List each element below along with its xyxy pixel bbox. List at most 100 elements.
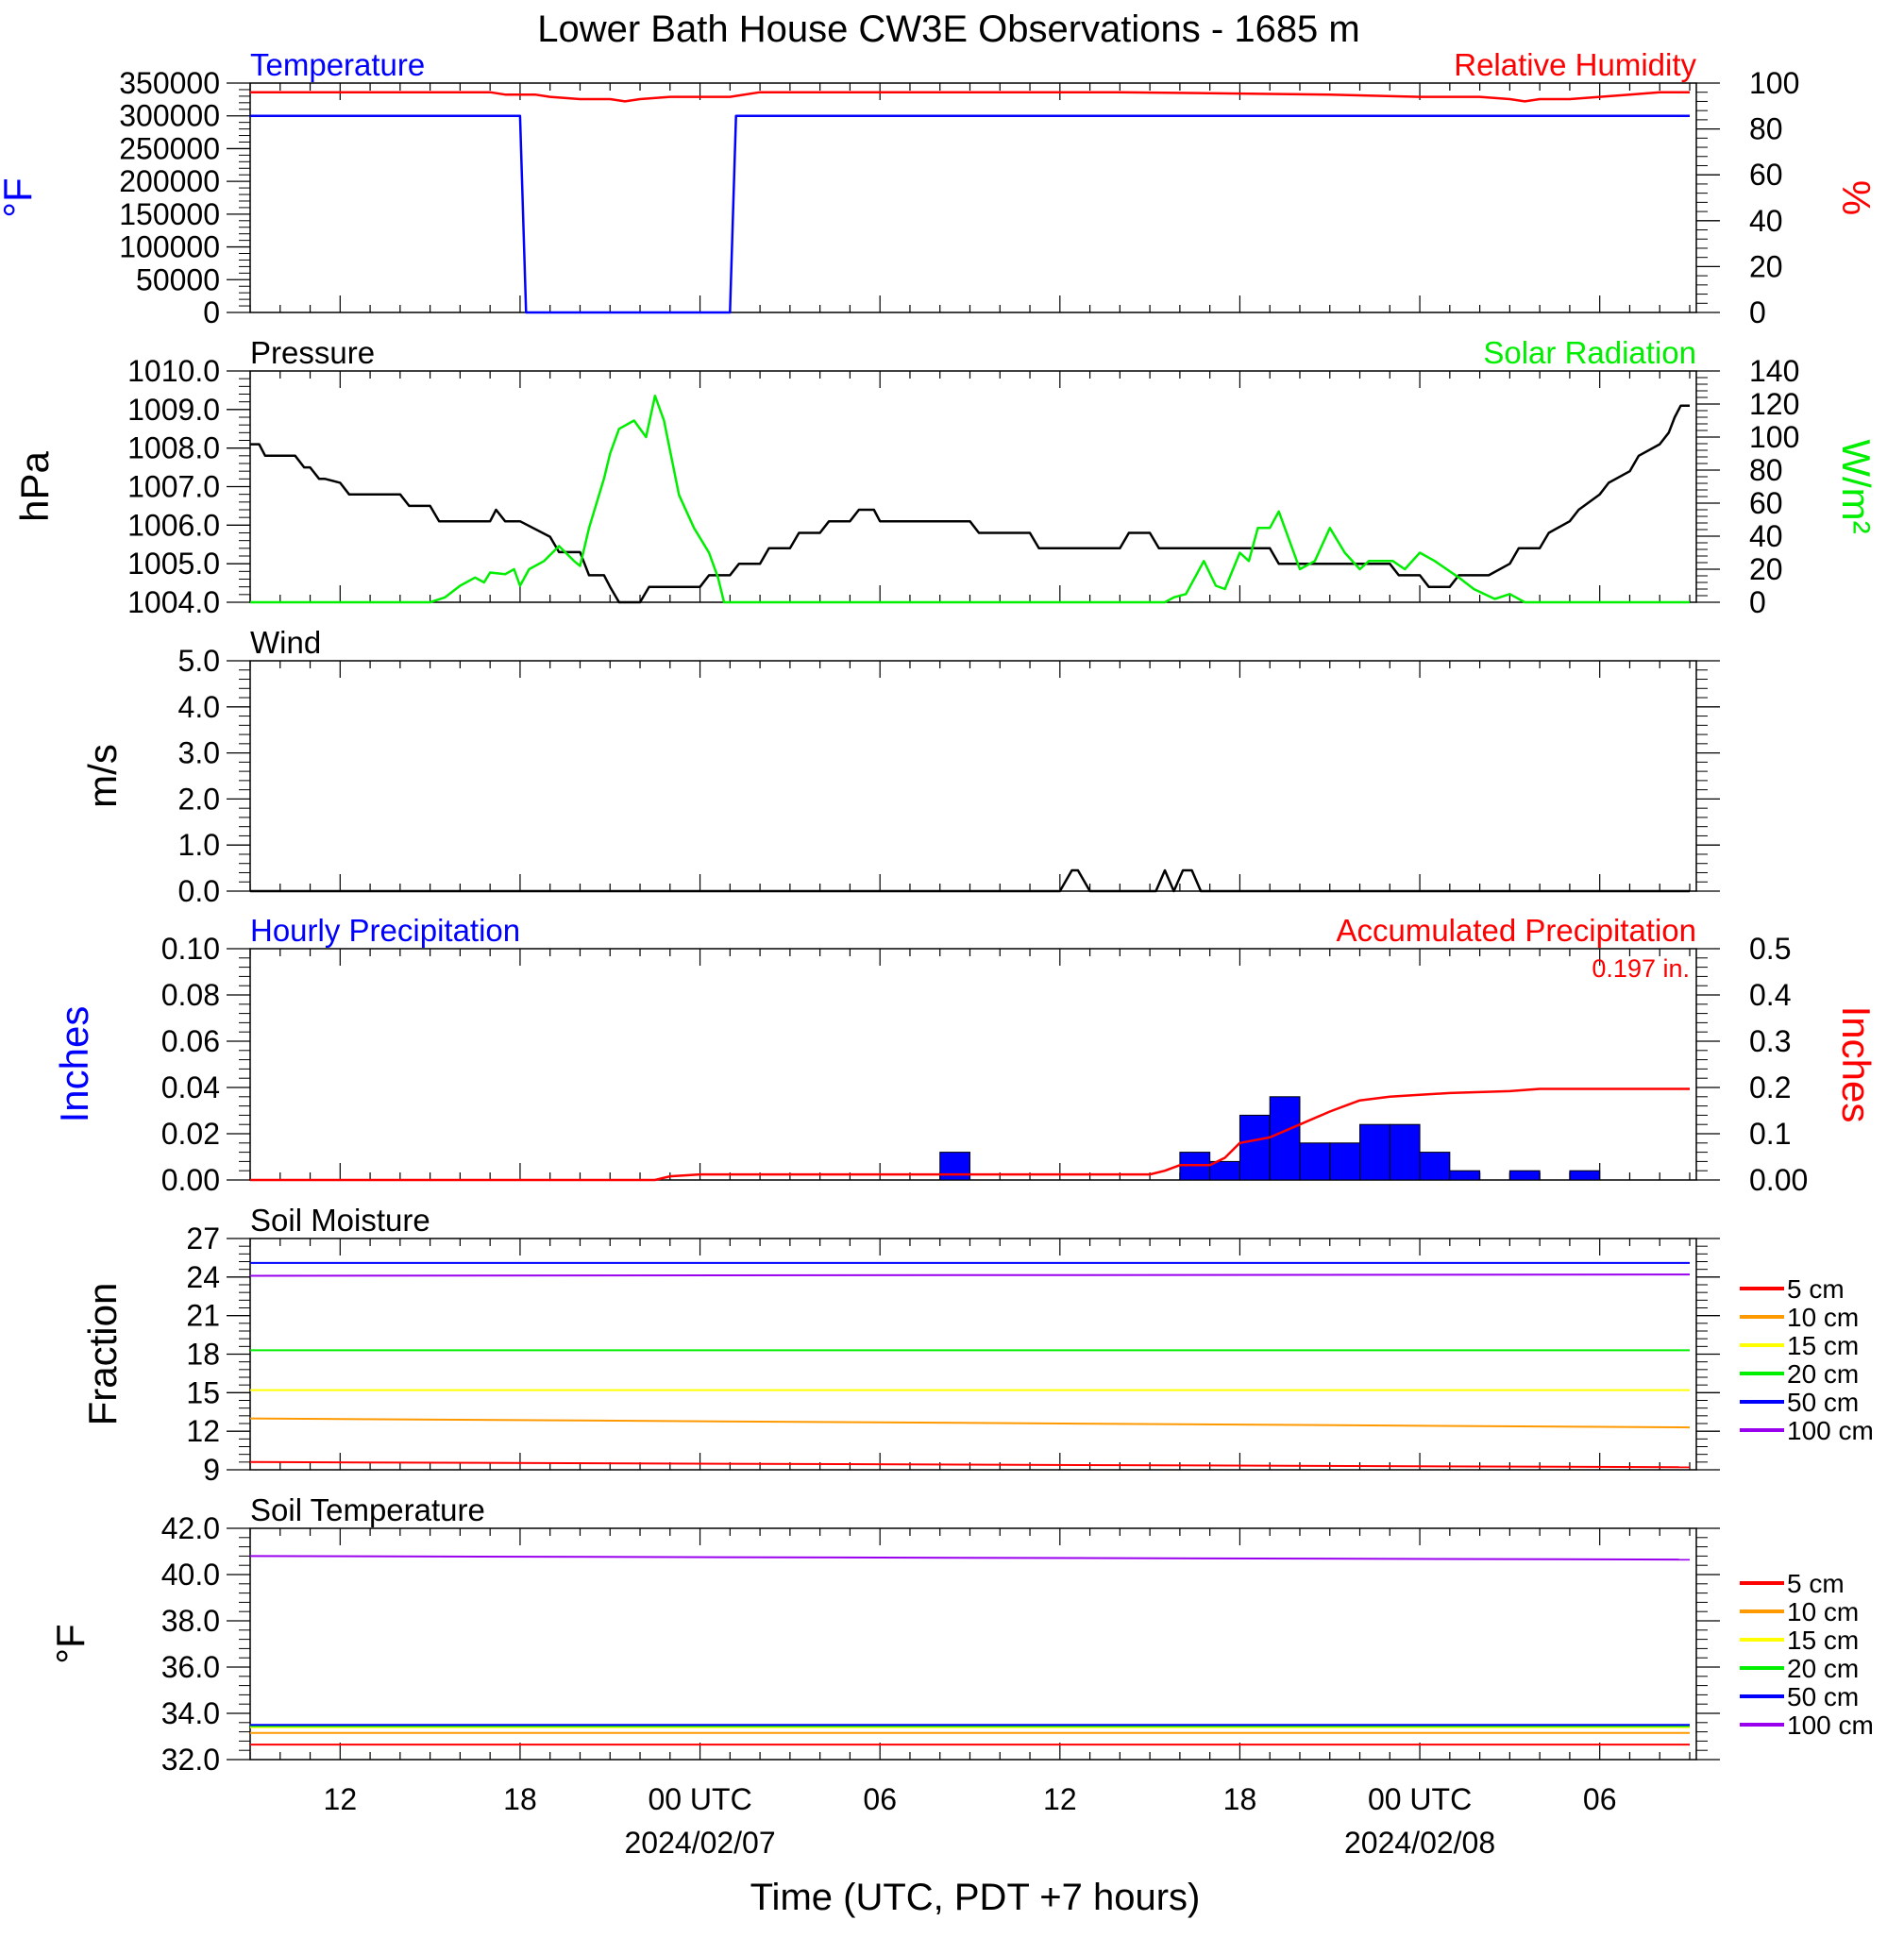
precip-bar bbox=[1299, 1142, 1331, 1181]
x-axis-label: Time (UTC, PDT +7 hours) bbox=[750, 1877, 1201, 1918]
x-tick-label: 06 bbox=[1583, 1782, 1617, 1816]
plot-area bbox=[250, 395, 1690, 604]
y-tick-label: 38.0 bbox=[161, 1604, 220, 1638]
y-tick-label: 4.0 bbox=[178, 690, 220, 724]
precip-bar bbox=[1449, 1170, 1481, 1181]
series-line-5-cm bbox=[250, 1460, 1691, 1469]
legend-label: 20 cm bbox=[1787, 1654, 1859, 1683]
y-tick-label: 100000 bbox=[119, 230, 220, 264]
y-tick-label: 40.0 bbox=[161, 1558, 220, 1592]
precip-bar bbox=[1508, 1170, 1541, 1181]
legend-label: 10 cm bbox=[1787, 1597, 1859, 1626]
y-right-tick-label: 0.5 bbox=[1749, 932, 1791, 966]
y-tick-label: 18 bbox=[186, 1338, 220, 1372]
date-label: 2024/02/08 bbox=[1344, 1826, 1495, 1860]
legend-label: 20 cm bbox=[1787, 1359, 1859, 1389]
x-tick-label: 18 bbox=[503, 1782, 537, 1816]
plot-area bbox=[250, 1555, 1691, 1746]
y-right-tick-label: 60 bbox=[1749, 486, 1783, 520]
plot-frame bbox=[249, 1238, 1697, 1471]
plot-frame bbox=[249, 1527, 1697, 1761]
y-tick-label: 1006.0 bbox=[127, 508, 220, 542]
plot-area bbox=[250, 91, 1690, 314]
time-axis: 12 18 00 UTC 06 12 18 00 UTC 06 2024/02/07 2024/0… bbox=[324, 1782, 1617, 1860]
panel-soil-temperature: 32.0 34.0 36.0 38.0 40.0 42.0 Soil Temperature… bbox=[48, 1492, 1720, 1777]
y-tick-label: 34.0 bbox=[161, 1696, 220, 1730]
x-tick-label: 18 bbox=[1223, 1782, 1257, 1816]
series-line-10-cm bbox=[250, 1417, 1691, 1429]
legend-label: 50 cm bbox=[1787, 1388, 1859, 1417]
precip-bar bbox=[1389, 1123, 1421, 1181]
y-right-tick-label: 0 bbox=[1749, 585, 1766, 619]
plot-area bbox=[250, 1261, 1691, 1469]
precip-bar bbox=[1569, 1170, 1601, 1181]
y-tick-label: 1007.0 bbox=[127, 470, 220, 504]
panel-wind: 0.0 1.0 2.0 3.0 4.0 5.0 Wind m/s bbox=[80, 625, 1720, 908]
y-tick-label: 27 bbox=[186, 1222, 220, 1255]
legend-label: 10 cm bbox=[1787, 1303, 1859, 1332]
y-tick-label: 1009.0 bbox=[127, 393, 220, 427]
legend-label: 5 cm bbox=[1787, 1274, 1845, 1304]
y-axis-label: °F bbox=[48, 1624, 93, 1663]
precip-bar bbox=[939, 1152, 971, 1181]
y-right-tick-label: 0.2 bbox=[1749, 1070, 1791, 1104]
y-axis-label: °F bbox=[0, 177, 40, 217]
legend-label: 100 cm bbox=[1787, 1710, 1874, 1740]
x-tick-label: 12 bbox=[1043, 1782, 1077, 1816]
y-right-axis-label: Inches bbox=[1834, 1006, 1879, 1123]
series-line-100-cm bbox=[250, 1555, 1691, 1561]
precip-bar bbox=[1359, 1123, 1390, 1181]
x-tick-label: 06 bbox=[863, 1782, 897, 1816]
y-axis-label: Fraction bbox=[80, 1283, 125, 1426]
legend-label: 15 cm bbox=[1787, 1331, 1859, 1360]
panel-hourly-precipitation: 0.00 0.02 0.04 0.06 0.08 0.10 0.00 0.1 0.2 0.3 0.4… bbox=[52, 913, 1879, 1197]
legend-label: 100 cm bbox=[1787, 1416, 1874, 1445]
y-right-tick-label: 100 bbox=[1749, 420, 1799, 454]
y-axis-label: m/s bbox=[80, 744, 125, 808]
plot-frame bbox=[249, 370, 1697, 603]
y-right-axis-label: % bbox=[1834, 180, 1879, 215]
y-tick-label: 15 bbox=[186, 1375, 220, 1409]
y-right-tick-label: 120 bbox=[1749, 387, 1799, 421]
panel-title-left: Temperature bbox=[250, 47, 425, 82]
series-line-temperature bbox=[250, 114, 1690, 314]
y-right-tick-label: 40 bbox=[1749, 519, 1783, 553]
series-line-wind bbox=[250, 868, 1690, 893]
x-tick-label: 00 UTC bbox=[1368, 1782, 1472, 1816]
plot-frame bbox=[249, 82, 1697, 313]
series-line-solar-radiation bbox=[250, 395, 1690, 604]
panel-title-right: Accumulated Precipitation bbox=[1336, 913, 1696, 948]
figure-title: Lower Bath House CW3E Observations - 168… bbox=[537, 8, 1360, 50]
y-right-tick-label: 0.00 bbox=[1749, 1163, 1808, 1197]
panel-title-left: Pressure bbox=[250, 335, 375, 370]
y-tick-label: 0.00 bbox=[161, 1163, 220, 1197]
series-line-100-cm bbox=[250, 1273, 1691, 1277]
y-right-tick-label: 80 bbox=[1749, 112, 1783, 146]
precip-bar bbox=[1419, 1152, 1451, 1181]
y-tick-label: 0.0 bbox=[178, 874, 220, 908]
plot-frame bbox=[249, 948, 1697, 1181]
x-tick-label: 12 bbox=[324, 1782, 358, 1816]
y-tick-label: 0.08 bbox=[161, 978, 220, 1012]
y-tick-label: 0.10 bbox=[161, 932, 220, 966]
panel-title-left: Soil Temperature bbox=[250, 1492, 485, 1527]
y-right-tick-label: 60 bbox=[1749, 158, 1783, 192]
y-right-tick-label: 20 bbox=[1749, 249, 1783, 283]
x-tick-label: 00 UTC bbox=[648, 1782, 751, 1816]
y-right-tick-label: 80 bbox=[1749, 453, 1783, 487]
panel-pressure: 1004.0 1005.0 1006.0 1007.0 1008.0 1009.0 1010… bbox=[12, 335, 1879, 619]
y-right-tick-label: 100 bbox=[1749, 66, 1799, 100]
panel-title-left: Hourly Precipitation bbox=[250, 913, 520, 948]
panel-temperature: 0500001000001500002000002500003000003500… bbox=[0, 47, 1879, 329]
y-tick-label: 36.0 bbox=[161, 1650, 220, 1684]
y-tick-label: 1008.0 bbox=[127, 431, 220, 465]
y-tick-label: 42.0 bbox=[161, 1511, 220, 1545]
y-tick-label: 0.06 bbox=[161, 1024, 220, 1058]
accumulated-total-label: 0.197 in. bbox=[1592, 954, 1690, 983]
plot-area bbox=[250, 868, 1690, 893]
y-tick-label: 12 bbox=[186, 1414, 220, 1448]
y-right-tick-label: 0 bbox=[1749, 295, 1766, 329]
plot-area bbox=[250, 1087, 1690, 1182]
